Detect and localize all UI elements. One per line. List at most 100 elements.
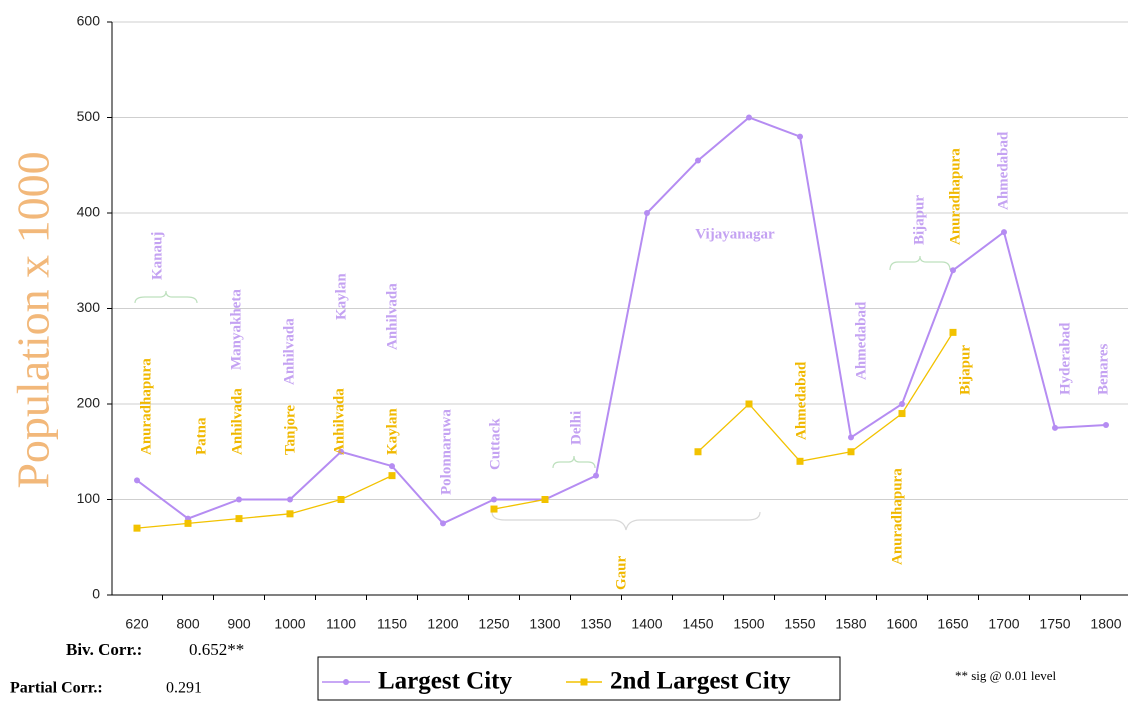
marker bbox=[796, 457, 804, 465]
marker bbox=[593, 472, 599, 479]
stat-value: 0.652** bbox=[189, 640, 244, 659]
annotation: Anuradhapura bbox=[889, 468, 905, 565]
x-tick-label: 1800 bbox=[1090, 616, 1121, 632]
legend-marker bbox=[343, 679, 349, 685]
bracket bbox=[491, 511, 761, 531]
annotation: Delhi bbox=[568, 411, 584, 445]
x-tick-label: 1000 bbox=[274, 616, 305, 632]
x-tick-label: 1350 bbox=[580, 616, 611, 632]
annotation: Benares bbox=[1095, 343, 1111, 395]
annotation: Anhilvada bbox=[229, 388, 245, 455]
x-tick-label: 1700 bbox=[988, 616, 1019, 632]
x-tick-label: 1150 bbox=[377, 616, 407, 632]
legend-box bbox=[317, 656, 841, 701]
marker bbox=[847, 448, 855, 456]
footnote: ** sig @ 0.01 level bbox=[955, 668, 1057, 683]
marker bbox=[491, 496, 497, 503]
stat-label: Biv. Corr.: bbox=[66, 640, 142, 659]
stat-value: 0.291 bbox=[166, 680, 202, 697]
annotation: Ahmedabad bbox=[793, 361, 809, 440]
y-axis-label: Population x 1000 bbox=[8, 151, 59, 488]
annotation: Patna bbox=[193, 417, 209, 455]
x-tick-label: 620 bbox=[125, 616, 149, 632]
annotation: Bijapur bbox=[911, 195, 927, 245]
y-tick-label: 400 bbox=[77, 204, 101, 220]
annotation: Tanjore bbox=[282, 405, 298, 455]
marker bbox=[389, 463, 395, 470]
x-tick-label: 1250 bbox=[478, 616, 509, 632]
x-tick-label: 1600 bbox=[886, 616, 917, 632]
annotation: Manyakheta bbox=[228, 289, 244, 370]
marker bbox=[184, 519, 192, 527]
y-tick-label: 100 bbox=[77, 490, 101, 506]
x-tick-label: 1400 bbox=[631, 616, 662, 632]
annotation: Kaylan bbox=[333, 273, 349, 320]
series-line bbox=[136, 116, 1107, 525]
x-tick-label: 900 bbox=[227, 616, 251, 632]
annotation: Bijapur bbox=[957, 345, 973, 395]
annotation: Anuradhapura bbox=[138, 358, 154, 455]
brackets bbox=[134, 255, 951, 531]
marker bbox=[337, 496, 345, 503]
annotation: Anhilvada bbox=[384, 283, 400, 350]
x-tick-label: 1450 bbox=[682, 616, 713, 632]
annotation: Hyderabad bbox=[1057, 322, 1073, 395]
marker bbox=[695, 157, 701, 164]
bracket bbox=[134, 290, 198, 304]
y-tick-label: 200 bbox=[77, 395, 101, 411]
x-tick-label: 1750 bbox=[1039, 616, 1070, 632]
marker bbox=[848, 434, 854, 441]
marker bbox=[746, 114, 752, 121]
annotation: Vijayanagar bbox=[695, 226, 775, 242]
x-tick-label: 1100 bbox=[326, 616, 356, 632]
annotation: Kaylan bbox=[384, 408, 400, 455]
marker bbox=[133, 524, 141, 532]
marker bbox=[797, 133, 803, 140]
marker bbox=[286, 510, 294, 518]
annotation: Anhilvada bbox=[331, 388, 347, 455]
annotation: Kanauj bbox=[149, 232, 165, 280]
marker bbox=[440, 520, 446, 527]
annotation: Anuradhapura bbox=[947, 148, 963, 245]
annotation: Polonnaruwa bbox=[438, 409, 454, 495]
marker bbox=[541, 496, 549, 503]
marker bbox=[950, 267, 956, 274]
annotation: Gaur bbox=[613, 555, 629, 590]
marker bbox=[949, 328, 957, 336]
y-tick-label: 600 bbox=[77, 13, 101, 29]
y-tick-label: 0 bbox=[92, 586, 100, 602]
annotation: Ahmedabad bbox=[995, 131, 1011, 210]
legend-label: 2nd Largest City bbox=[610, 668, 791, 695]
marker bbox=[1103, 422, 1109, 429]
marker bbox=[694, 448, 702, 456]
marker bbox=[235, 515, 243, 523]
annotation: Cuttack bbox=[487, 418, 503, 470]
series-line bbox=[136, 475, 393, 529]
x-tick-label: 1200 bbox=[427, 616, 458, 632]
x-tick-label: 800 bbox=[176, 616, 200, 632]
marker bbox=[338, 448, 344, 455]
x-tick-label: 1580 bbox=[835, 616, 866, 632]
bracket bbox=[889, 255, 951, 271]
x-tick-label: 1550 bbox=[784, 616, 815, 632]
series-line bbox=[493, 498, 546, 510]
y-tick-label: 500 bbox=[77, 108, 101, 124]
bracket bbox=[552, 455, 596, 469]
marker bbox=[745, 400, 753, 408]
marker bbox=[1052, 424, 1058, 431]
stat-label: Partial Corr.: bbox=[10, 680, 103, 697]
marker bbox=[899, 401, 905, 407]
marker bbox=[388, 472, 396, 480]
marker bbox=[490, 505, 498, 513]
legend-marker bbox=[580, 678, 588, 686]
marker bbox=[287, 496, 293, 503]
marker bbox=[1001, 229, 1007, 236]
series-line bbox=[697, 332, 954, 463]
annotation: Ahmedabad bbox=[853, 301, 869, 380]
marker bbox=[898, 410, 906, 418]
x-tick-label: 1650 bbox=[937, 616, 968, 632]
x-tick-label: 1500 bbox=[733, 616, 764, 632]
x-tick-label: 1300 bbox=[529, 616, 560, 632]
